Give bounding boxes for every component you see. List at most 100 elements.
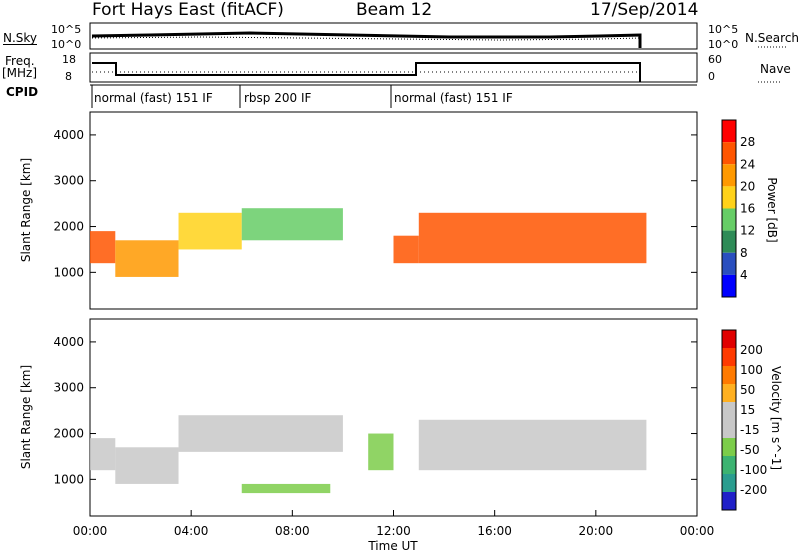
x-tick-label: 00:00	[680, 524, 715, 538]
velocity-colorbar-tick: 100	[740, 363, 763, 377]
freq-unit-label: [MHz]	[2, 66, 38, 80]
x-tick-label: 04:00	[174, 524, 209, 538]
noise-panel-frame	[89, 22, 698, 50]
y-tick-label: 1000	[53, 265, 84, 279]
y-tick-label: 1000	[53, 472, 84, 486]
power-colorbar-swatch	[722, 252, 736, 275]
y-tick-label: 4000	[53, 335, 84, 349]
velocity-colorbar-label: Velocity [m s^-1]	[769, 366, 783, 470]
y-tick-label: 3000	[53, 381, 84, 395]
velocity-colorbar-swatch	[722, 402, 736, 420]
scatter-region-power-2	[178, 212, 242, 250]
scatter-region-power-0	[90, 231, 116, 264]
scatter-region-velocity-0	[90, 438, 116, 471]
noise-right-tick-lo: 10^0	[708, 38, 738, 51]
nave-label: Nave	[760, 62, 791, 76]
y-tick-label: 4000	[53, 128, 84, 142]
velocity-colorbar-swatch	[722, 456, 736, 474]
velocity-ylabel: Slant Range [km]	[19, 365, 33, 469]
cpid-mode-3: normal (fast) 151 IF	[394, 91, 513, 105]
noise-left-tick-lo: 10^0	[51, 38, 81, 51]
noise-right-tick-hi: 10^5	[708, 23, 738, 36]
nsky-trace	[91, 31, 642, 48]
power-colorbar-tick: 16	[740, 202, 755, 216]
velocity-colorbar-tick: -50	[740, 443, 760, 457]
velocity-data-regions	[90, 415, 647, 494]
power-colorbar-swatch	[722, 142, 736, 165]
velocity-colorbar-swatch	[722, 420, 736, 438]
velocity-colorbar-swatch	[722, 348, 736, 366]
y-tick-label: 2000	[53, 220, 84, 234]
power-colorbar-tick: 20	[740, 179, 755, 193]
x-tick-label: 08:00	[275, 524, 310, 538]
nsearch-label: N.Search	[745, 31, 800, 45]
velocity-colorbar-swatch	[722, 492, 736, 510]
cpid-label: CPID	[6, 85, 39, 99]
power-colorbar: 28 24 20 16 12 8 4	[721, 119, 755, 298]
time-axis-label: Time UT	[367, 539, 418, 553]
nsearch-trace	[91, 36, 641, 41]
noise-left-tick-hi: 10^5	[51, 23, 81, 36]
power-colorbar-tick: 28	[740, 135, 755, 149]
y-tick-label: 2000	[53, 427, 84, 441]
scatter-region-velocity-1	[115, 447, 179, 484]
velocity-colorbar-tick: -15	[740, 423, 760, 437]
nsky-label: N.Sky	[3, 31, 38, 45]
scatter-region-velocity-5	[418, 419, 647, 471]
scatter-region-velocity-4	[368, 433, 394, 471]
power-colorbar-frame	[721, 119, 737, 298]
power-colorbar-tick: 8	[740, 246, 748, 260]
freq-right-tick-lo: 0	[708, 70, 715, 83]
power-ylabel: Slant Range [km]	[19, 158, 33, 262]
date-title: 17/Sep/2014	[590, 0, 699, 20]
freq-panel-frame	[89, 52, 698, 83]
power-colorbar-swatch	[722, 120, 736, 143]
scatter-region-velocity-2	[178, 415, 343, 452]
power-colorbar-swatch	[722, 186, 736, 209]
velocity-colorbar-swatch	[722, 366, 736, 384]
power-colorbar-tick: 12	[740, 224, 755, 238]
power-panel-frame	[89, 111, 698, 310]
time-axis-ticks: 00:00 04:00 08:00 12:00 16:00 20:00 00:00	[73, 510, 715, 538]
station-title: Fort Hays East (fitACF)	[92, 0, 284, 20]
freq-left-tick-hi: 18	[62, 53, 76, 66]
velocity-colorbar: 200 100 50 15 -15 -50 -100 -200	[721, 329, 767, 511]
velocity-colorbar-swatch	[722, 474, 736, 492]
velocity-colorbar-swatch	[722, 384, 736, 402]
cpid-mode-1: normal (fast) 151 IF	[94, 91, 213, 105]
cpid-mode-2: rbsp 200 IF	[244, 91, 312, 105]
velocity-colorbar-swatch	[722, 330, 736, 348]
x-tick-label: 20:00	[579, 524, 614, 538]
beam-title: Beam 12	[356, 0, 433, 20]
freq-label: Freq.	[5, 54, 35, 68]
power-colorbar-label: Power [dB]	[765, 177, 779, 242]
scatter-region-power-3	[241, 208, 343, 241]
x-tick-label: 16:00	[477, 524, 512, 538]
velocity-colorbar-tick: 15	[740, 403, 755, 417]
freq-trace	[92, 62, 641, 82]
power-colorbar-tick: 24	[740, 157, 755, 171]
scatter-region-power-4	[393, 235, 419, 264]
scatter-region-power-1	[115, 240, 179, 277]
freq-right-tick-hi: 60	[708, 53, 722, 66]
power-colorbar-swatch	[722, 208, 736, 231]
x-tick-label: 00:00	[73, 524, 108, 538]
velocity-colorbar-tick: -200	[740, 483, 767, 497]
freq-left-tick-lo: 8	[65, 70, 72, 83]
power-data-regions	[90, 208, 647, 277]
velocity-colorbar-tick: -100	[740, 463, 767, 477]
velocity-colorbar-swatch	[722, 438, 736, 456]
velocity-colorbar-frame	[721, 329, 737, 511]
x-tick-label: 12:00	[376, 524, 411, 538]
velocity-y-ticks: 4000 3000 2000 1000	[53, 335, 697, 486]
velocity-colorbar-tick: 50	[740, 383, 755, 397]
velocity-colorbar-tick: 200	[740, 343, 763, 357]
power-colorbar-swatch	[722, 164, 736, 187]
power-colorbar-swatch	[722, 230, 736, 253]
y-tick-label: 3000	[53, 174, 84, 188]
power-colorbar-swatch	[722, 274, 736, 297]
scatter-region-velocity-3	[241, 483, 331, 494]
power-colorbar-tick: 4	[740, 268, 748, 282]
scatter-region-power-5	[418, 212, 647, 264]
